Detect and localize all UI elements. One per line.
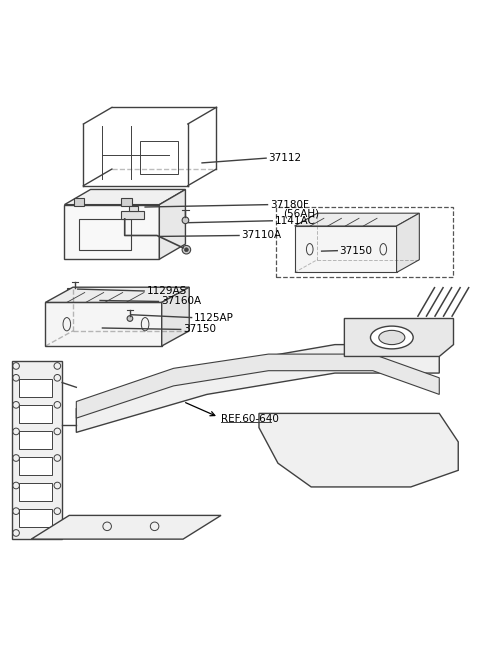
Bar (19, 483, 52, 501)
Bar (130, 206, 138, 211)
Text: 37112: 37112 (268, 153, 301, 163)
Polygon shape (46, 302, 162, 346)
Bar (121, 197, 132, 206)
Polygon shape (259, 413, 458, 487)
Polygon shape (344, 319, 454, 356)
Polygon shape (159, 190, 185, 259)
Text: 37180F: 37180F (270, 199, 309, 210)
Circle shape (184, 248, 188, 252)
Text: 37160A: 37160A (161, 297, 201, 306)
Polygon shape (67, 288, 170, 308)
Text: 37150: 37150 (340, 245, 372, 256)
Bar (19, 457, 52, 475)
Circle shape (127, 316, 133, 321)
Bar (74, 197, 84, 206)
Polygon shape (12, 361, 62, 539)
Text: 1129AS: 1129AS (146, 286, 187, 296)
Ellipse shape (379, 331, 405, 344)
Text: REF.60-640: REF.60-640 (221, 414, 279, 424)
Bar (19, 405, 52, 423)
Polygon shape (76, 344, 439, 432)
Polygon shape (31, 516, 221, 539)
Ellipse shape (371, 326, 413, 349)
Polygon shape (76, 354, 439, 418)
Text: 37150: 37150 (183, 325, 216, 335)
Bar (276, 207, 454, 277)
Circle shape (72, 288, 78, 293)
Polygon shape (64, 190, 185, 205)
Circle shape (182, 217, 189, 224)
Polygon shape (295, 213, 420, 226)
Circle shape (182, 245, 191, 254)
Text: (56AH): (56AH) (283, 208, 319, 218)
Text: 1125AP: 1125AP (194, 312, 234, 323)
Bar (121, 211, 144, 219)
Polygon shape (46, 287, 189, 302)
Polygon shape (396, 213, 420, 272)
Text: 37110A: 37110A (241, 230, 282, 241)
Text: 1141AC: 1141AC (275, 216, 315, 226)
Bar (19, 509, 52, 527)
Polygon shape (64, 205, 159, 259)
Bar (19, 431, 52, 449)
Bar (19, 379, 52, 397)
Polygon shape (162, 287, 189, 346)
Polygon shape (295, 226, 396, 272)
